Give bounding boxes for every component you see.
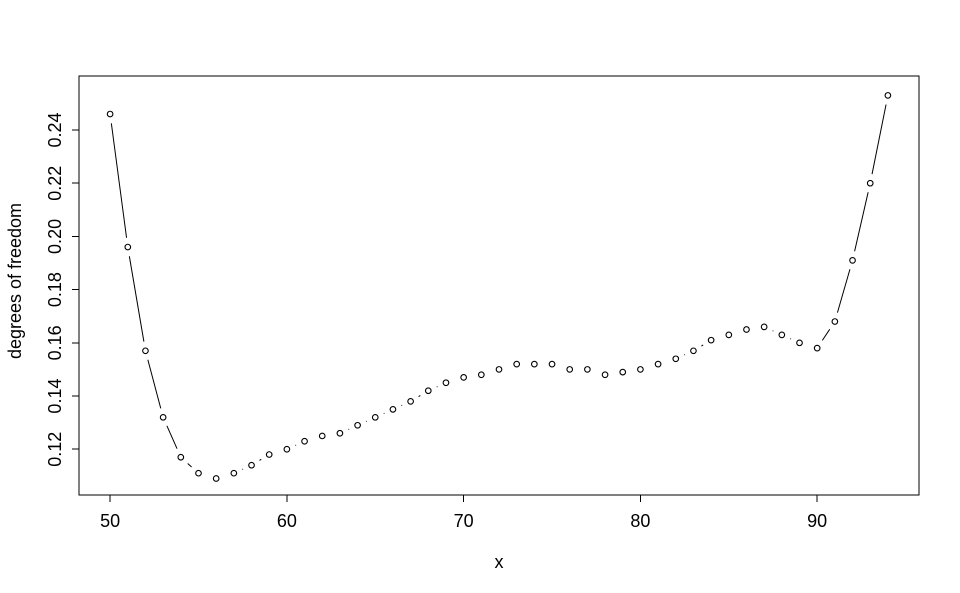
series-line-segment — [821, 329, 831, 341]
data-point-marker — [725, 331, 733, 339]
data-point-marker — [654, 360, 662, 368]
y-axis-tick-label: 0.22 — [45, 166, 65, 201]
data-point-marker — [159, 413, 167, 421]
data-point-marker — [265, 451, 273, 458]
data-point-marker — [866, 179, 874, 187]
data-point-marker — [760, 323, 768, 331]
data-point-marker — [619, 368, 627, 376]
data-point-marker — [637, 366, 644, 373]
x-axis-title: x — [495, 552, 504, 572]
plot-frame-layer — [78, 75, 920, 496]
data-point-marker — [424, 387, 432, 395]
data-point-marker — [248, 461, 255, 469]
y-axis-tick-label: 0.20 — [45, 219, 65, 254]
data-point-marker — [460, 374, 468, 381]
data-point-marker — [566, 366, 574, 373]
data-point-marker — [548, 360, 556, 368]
y-axis-tick-label: 0.12 — [45, 432, 65, 467]
series-line-segment — [128, 256, 145, 342]
x-axis-tick-label: 50 — [100, 511, 120, 531]
data-point-marker — [407, 398, 414, 405]
series-line-segment — [854, 192, 869, 252]
data-point-marker — [513, 360, 521, 368]
axis-tick-layer: 50 60 70 80 90 0.12 0.14 0.16 0.18 0.20 0.22 0.24 — [45, 112, 827, 531]
data-point-marker — [707, 336, 715, 344]
y-axis-tick-label: 0.18 — [45, 272, 65, 307]
y-axis-title: degrees of freedom — [5, 203, 25, 359]
x-axis-tick-label: 90 — [807, 511, 827, 531]
plot-box — [78, 75, 920, 496]
series-line-segment — [871, 104, 887, 175]
series-line-segment — [110, 123, 128, 238]
series-line-segment — [836, 269, 851, 313]
data-point-marker — [601, 371, 609, 379]
data-point-marker — [884, 92, 892, 99]
data-point-marker — [530, 360, 538, 368]
data-point-marker — [283, 445, 291, 453]
data-point-marker — [212, 475, 220, 482]
data-point-marker — [142, 347, 149, 355]
series-line-segment — [418, 395, 421, 397]
series-line-segment — [701, 344, 704, 347]
data-point-marker — [495, 366, 503, 373]
x-axis-tick-label: 60 — [277, 511, 297, 531]
data-point-marker — [849, 257, 856, 264]
y-axis-tick-label: 0.14 — [45, 379, 65, 414]
data-point-marker — [301, 437, 308, 445]
data-point-marker — [336, 429, 344, 437]
series-line-segment — [166, 425, 178, 449]
data-series-layer — [106, 92, 892, 482]
x-axis-tick-label: 70 — [454, 511, 474, 531]
data-point-marker — [371, 413, 379, 421]
data-point-marker — [106, 110, 114, 118]
data-point-marker — [672, 355, 680, 363]
data-point-marker — [354, 421, 361, 429]
data-point-marker — [318, 432, 326, 440]
data-point-marker — [796, 339, 803, 347]
series-line-segment — [147, 359, 162, 409]
data-point-marker — [831, 318, 839, 325]
data-point-marker — [477, 371, 485, 379]
data-point-marker — [690, 347, 697, 355]
x-axis-tick-label: 80 — [630, 511, 650, 531]
data-point-marker — [743, 326, 750, 333]
data-point-marker — [389, 405, 397, 413]
data-point-marker — [230, 469, 238, 477]
y-axis-tick-label: 0.24 — [45, 112, 65, 147]
data-point-marker — [195, 469, 202, 477]
data-point-marker — [124, 243, 132, 251]
data-point-marker — [813, 344, 821, 352]
data-point-marker — [584, 366, 591, 373]
data-point-marker — [177, 453, 185, 461]
data-point-marker — [442, 379, 450, 387]
data-point-marker — [778, 331, 786, 339]
series-line-segment — [187, 463, 192, 468]
series-line-segment — [259, 458, 262, 461]
y-axis-tick-label: 0.16 — [45, 325, 65, 360]
